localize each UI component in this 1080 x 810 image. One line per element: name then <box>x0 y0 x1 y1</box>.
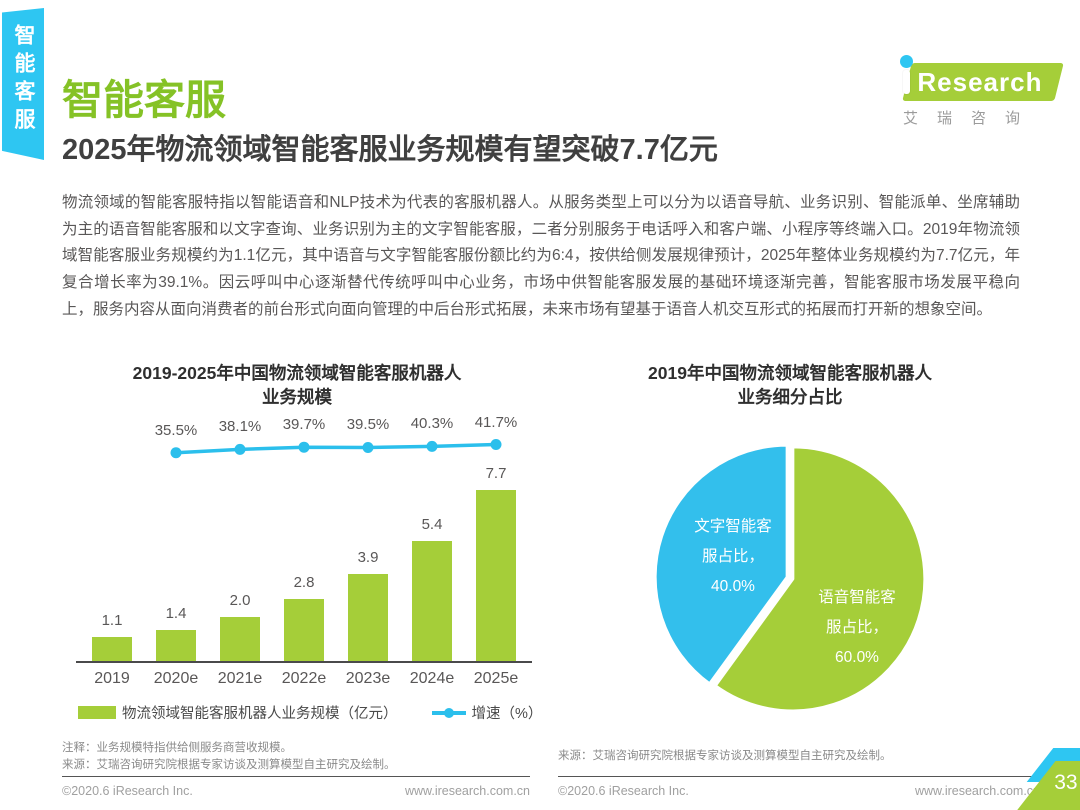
copyright-text: ©2020.6 iResearch Inc. <box>62 784 193 798</box>
website-link[interactable]: www.iresearch.com.cn <box>404 784 530 798</box>
line-series-label: 增速（%） <box>471 706 543 722</box>
logo-parallelogram: Research <box>902 63 1064 101</box>
bar-value-2025e: 7.7 <box>485 465 507 482</box>
footer-right: ©2020.6 iResearch Inc. www.iresearch.com… <box>558 776 1040 798</box>
pie-label-line: 语音智能客 <box>818 589 896 606</box>
line-series-dot <box>443 707 454 718</box>
bar-chart-canvas: 1.1 2019 1.4 2020e 2.0 2021e 2.8 2022e 3.9 2023e 5… <box>62 400 532 730</box>
x-tick-2020e: 2020e <box>153 670 199 687</box>
pie-chart-title-line1: 2019年中国物流领域智能客服机器人 <box>648 363 932 383</box>
bar-chart-title: 2019-2025年中国物流领域智能客服机器人 业务规模 <box>62 362 532 409</box>
x-tick-2022e: 2022e <box>281 670 327 687</box>
pie-slice-语音智能客服占比 <box>713 445 927 713</box>
growth-line <box>170 439 502 459</box>
growth-label: 41.7% <box>474 413 518 431</box>
footer-left: ©2020.6 iResearch Inc. www.iresearch.com… <box>62 776 530 798</box>
legend-item-bars: 物流领域智能客服机器人业务规模（亿元） <box>78 702 398 723</box>
pie-label-line: 服占比， <box>701 548 764 566</box>
logo-i-stem <box>903 70 910 94</box>
pie-slices <box>653 443 927 713</box>
right-chart-footnotes: 来源：艾瑞咨询研究院根据专家访谈及测算模型自主研究及绘制。 <box>558 748 1040 765</box>
note-line: 注释：业务规模特指供给侧服务商营收规模。 <box>62 742 292 754</box>
website-link[interactable]: www.iresearch.com.cn <box>914 784 1040 798</box>
line-series-marker <box>431 707 466 718</box>
pie-slice-文字智能客服占比 <box>653 443 789 686</box>
iresearch-logo: Research 艾瑞咨询 <box>893 55 1073 127</box>
x-tick-2019: 2019 <box>94 670 130 687</box>
pie-label-line: 服占比， <box>825 619 888 637</box>
bar-2019 <box>92 636 132 661</box>
bar-2021e <box>220 616 260 661</box>
page-number-badge: 33 <box>1014 748 1080 810</box>
growth-label: 39.5% <box>346 416 390 434</box>
bar-value-2020e: 1.4 <box>165 604 187 622</box>
source-line: 来源：艾瑞咨询研究院根据专家访谈及测算模型自主研究及绘制。 <box>558 750 892 762</box>
growth-label: 35.5% <box>154 421 198 439</box>
bar-value-2024e: 5.4 <box>421 516 443 534</box>
bar-value-2019: 1.1 <box>101 611 123 629</box>
bar-value-2022e: 2.8 <box>293 573 315 591</box>
x-tick-2024e: 2024e <box>409 670 455 687</box>
pie-label-voice-service: 语音智能客 服占比， 60.0% <box>787 583 927 674</box>
bar-2022e <box>284 598 324 661</box>
bar-2025e <box>476 490 516 661</box>
bar-value-2021e: 2.0 <box>229 591 251 609</box>
bar-2024e <box>412 541 452 661</box>
logo-chinese-name: 艾瑞咨询 <box>903 110 1040 127</box>
pie-chart-title: 2019年中国物流领域智能客服机器人 业务细分占比 <box>560 362 1020 409</box>
copyright-text: ©2020.6 iResearch Inc. <box>558 784 689 798</box>
badge-green-shape: 33 <box>1016 761 1080 810</box>
page-number: 33 <box>1054 771 1078 794</box>
bar-chart-title-line1: 2019-2025年中国物流领域智能客服机器人 <box>132 363 462 383</box>
x-tick-2021e: 2021e <box>217 670 263 687</box>
logo-i-dot <box>900 55 913 68</box>
left-chart-footnotes: 注释：业务规模特指供给侧服务商营收规模。 来源：艾瑞咨询研究院根据专家访谈及测算… <box>62 740 530 773</box>
pie-label-line: 文字智能客 <box>694 518 772 535</box>
body-paragraph: 物流领域的智能客服特指以智能语音和NLP技术为代表的客服机器人。从服务类型上可以… <box>62 194 1020 318</box>
x-axis-line <box>76 661 532 663</box>
chapter-ribbon: 智能客服 <box>2 8 44 160</box>
bar-series-swatch <box>78 706 116 719</box>
pie-chart-title-line2: 业务细分占比 <box>737 386 843 407</box>
source-line: 来源：艾瑞咨询研究院根据专家访谈及测算模型自主研究及绘制。 <box>62 758 396 771</box>
pie-label-text-service: 文字智能客 服占比， 40.0% <box>663 512 803 603</box>
pie-label-value: 40.0% <box>711 578 755 596</box>
bar-chart-title-line2: 业务规模 <box>262 386 332 407</box>
x-tick-2023e: 2023e <box>345 670 391 687</box>
page-subtitle: 2025年物流领域智能客服业务规模有望突破7.7亿元 <box>62 134 718 166</box>
logo-word: Research <box>917 67 1043 97</box>
pie-label-value: 60.0% <box>835 649 879 667</box>
legend-item-line: 增速（%） <box>431 702 543 723</box>
growth-label: 39.7% <box>282 416 326 434</box>
bar-series-label: 物流领域智能客服机器人业务规模（亿元） <box>122 706 398 722</box>
bar-chart-legend: 物流领域智能客服机器人业务规模（亿元） 增速（%） <box>78 702 542 723</box>
growth-label: 40.3% <box>410 415 454 433</box>
bar-value-2023e: 3.9 <box>357 549 379 567</box>
bar-2023e <box>348 574 388 661</box>
pie-chart-canvas: 文字智能客 服占比， 40.0% 语音智能客 服占比， 60.0% <box>600 430 980 720</box>
bar-2020e <box>156 629 196 661</box>
x-tick-2025e: 2025e <box>473 670 519 687</box>
page-title: 智能客服 <box>62 77 226 123</box>
chapter-ribbon-label: 智能客服 <box>12 24 35 136</box>
growth-label: 38.1% <box>218 418 262 436</box>
